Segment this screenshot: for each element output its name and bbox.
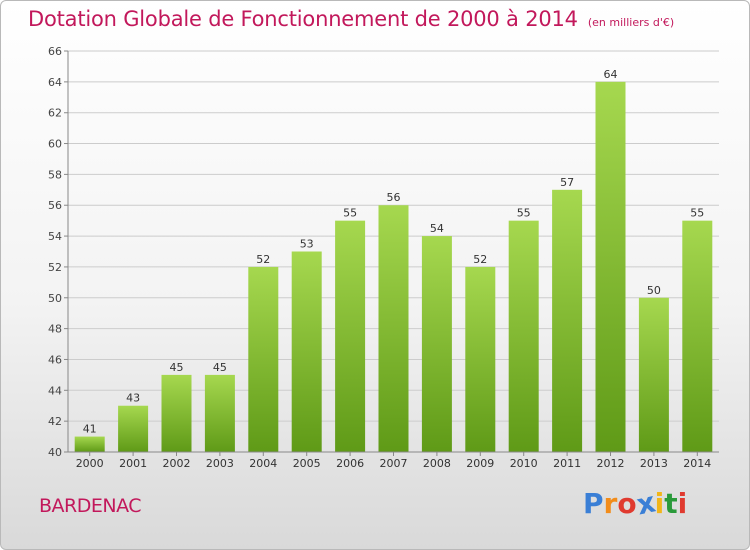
x-tick-label: 2004 xyxy=(249,457,277,470)
bar xyxy=(552,189,583,453)
y-tick-label: 46 xyxy=(48,353,62,366)
data-label: 43 xyxy=(126,392,140,405)
data-label: 53 xyxy=(300,238,314,251)
data-label: 56 xyxy=(387,191,401,204)
y-tick-label: 58 xyxy=(48,168,62,181)
data-label: 57 xyxy=(560,176,574,189)
y-tick-label: 62 xyxy=(48,107,62,120)
bar xyxy=(682,220,713,452)
chart-title: Dotation Globale de Fonctionnement de 20… xyxy=(28,7,578,31)
x-tick-label: 2013 xyxy=(640,457,668,470)
bar xyxy=(291,251,322,452)
x-tick-label: 2007 xyxy=(380,457,408,470)
logo-letter: t xyxy=(664,487,678,520)
x-tick-label: 2000 xyxy=(76,457,104,470)
y-tick-labels: 40 42 44 46 48 50 52 54 56 58 60 62 64 66 xyxy=(48,45,62,459)
y-tick-label: 66 xyxy=(48,45,62,58)
axes xyxy=(67,51,719,453)
y-tick-label: 52 xyxy=(48,261,62,274)
y-tick-label: 50 xyxy=(48,292,62,305)
bar xyxy=(118,405,149,452)
data-label: 41 xyxy=(83,423,97,436)
y-tick-label: 56 xyxy=(48,199,62,212)
logo-letter: i xyxy=(677,487,688,520)
data-label: 52 xyxy=(473,253,487,266)
data-label: 55 xyxy=(343,207,357,220)
bar xyxy=(508,220,539,452)
x-tick-label: 2003 xyxy=(206,457,234,470)
logo-letter: i xyxy=(654,487,665,520)
logo-letter: P xyxy=(583,487,604,520)
commune-name: BARDENAC xyxy=(39,495,142,517)
data-labels: 41 43 45 45 52 53 55 56 54 52 55 57 64 50 55 xyxy=(83,68,705,436)
proxiti-logo: Proxiti xyxy=(583,485,688,521)
bar xyxy=(335,220,366,452)
x-tick-label: 2011 xyxy=(553,457,581,470)
y-tick-label: 54 xyxy=(48,230,62,243)
x-tick-label: 2006 xyxy=(336,457,364,470)
logo-letter: r xyxy=(603,487,618,520)
x-tick-label: 2010 xyxy=(510,457,538,470)
y-tick-label: 42 xyxy=(48,415,62,428)
y-tick-label: 44 xyxy=(48,384,62,397)
chart-subtitle: (en milliers d'€) xyxy=(587,16,675,29)
bar xyxy=(595,81,626,452)
x-tick-label: 2005 xyxy=(293,457,321,470)
bars xyxy=(74,81,713,453)
bar xyxy=(421,236,452,452)
data-label: 50 xyxy=(647,284,661,297)
data-label: 64 xyxy=(604,68,618,81)
bar xyxy=(204,374,235,452)
bar xyxy=(74,436,105,452)
chart-title-block: Dotation Globale de Fonctionnement de 20… xyxy=(28,7,674,31)
bar xyxy=(161,374,192,452)
x-tick-label: 2001 xyxy=(119,457,147,470)
bar xyxy=(248,266,279,452)
x-tick-label: 2009 xyxy=(466,457,494,470)
bar xyxy=(465,266,496,452)
x-tick-label: 2002 xyxy=(163,457,191,470)
bar xyxy=(638,297,669,452)
data-label: 54 xyxy=(430,222,444,235)
data-label: 55 xyxy=(517,207,531,220)
data-label: 45 xyxy=(170,361,184,374)
logo-letter: o xyxy=(617,487,637,520)
data-label: 45 xyxy=(213,361,227,374)
y-tick-label: 48 xyxy=(48,323,62,336)
y-tick-label: 64 xyxy=(48,76,62,89)
y-tick-label: 40 xyxy=(48,446,62,459)
data-label: 52 xyxy=(256,253,270,266)
x-tick-label: 2014 xyxy=(683,457,711,470)
x-tick-label: 2008 xyxy=(423,457,451,470)
x-tick-labels: 2000 2001 2002 2003 2004 2005 2006 2007 2008 2009… xyxy=(76,452,711,470)
bar xyxy=(378,205,409,452)
y-tick-label: 60 xyxy=(48,138,62,151)
x-tick-label: 2012 xyxy=(597,457,625,470)
data-label: 55 xyxy=(690,207,704,220)
